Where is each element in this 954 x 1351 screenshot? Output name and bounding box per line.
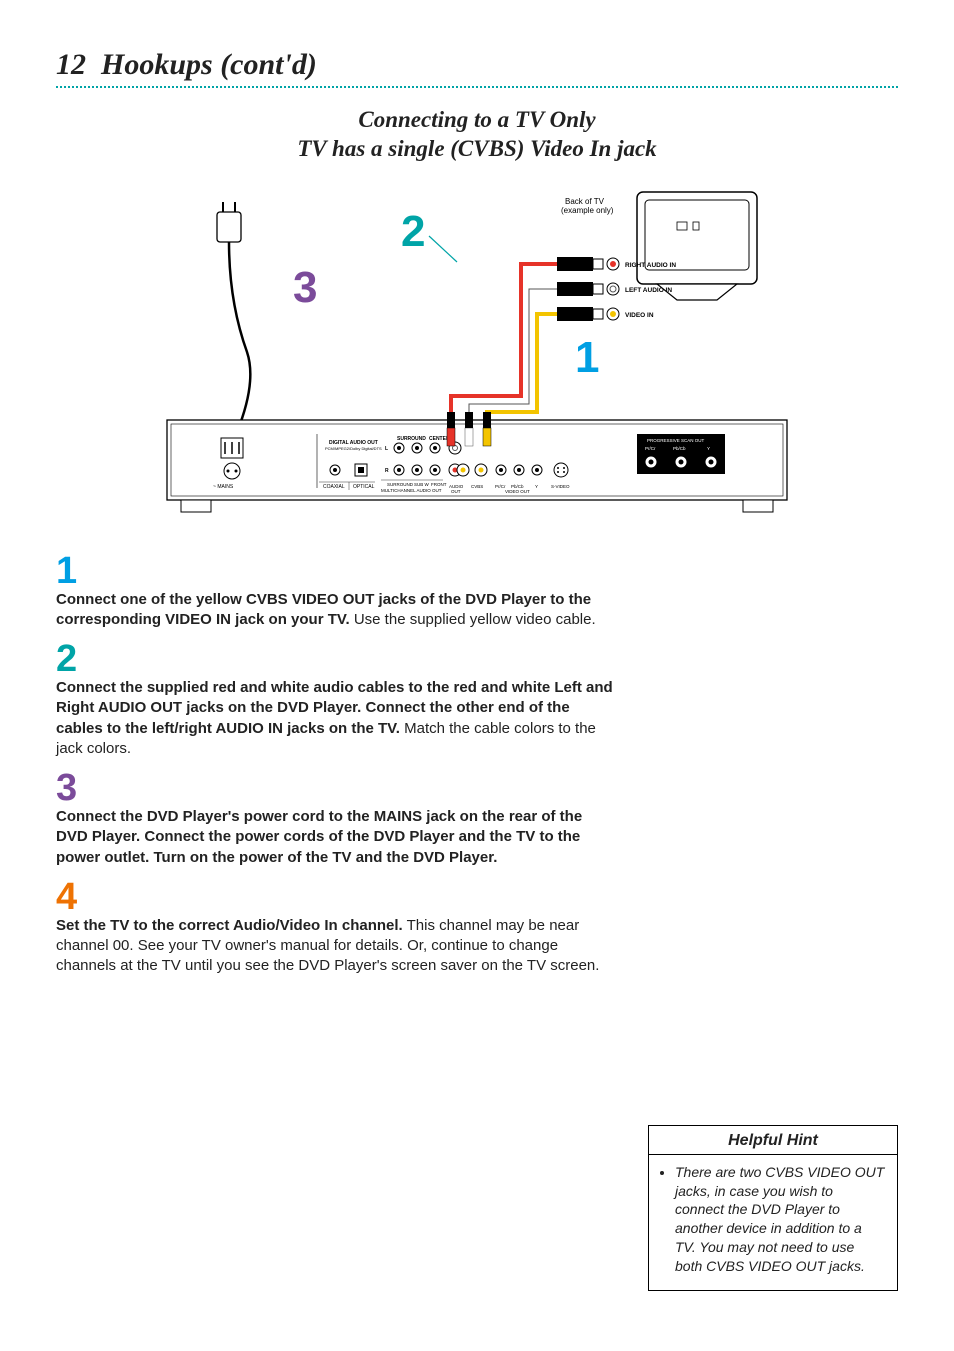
step-text: Connect the supplied red and white audio… <box>56 678 616 759</box>
coaxial-label: COAXIAL <box>323 484 345 490</box>
back-of-tv-label-2: (example only) <box>561 206 614 215</box>
step-text: Connect the DVD Player's power cord to t… <box>56 807 616 868</box>
subtitle-line-1: Connecting to a TV Only <box>56 106 898 135</box>
hint-body: There are two CVBS VIDEO OUT jacks, in c… <box>649 1155 897 1290</box>
callout-1: 1 <box>575 333 599 382</box>
power-plug-icon <box>217 202 250 452</box>
left-audio-in-label: LEFT AUDIO IN <box>625 287 672 294</box>
tv-jack-panel: RIGHT AUDIO IN LEFT AUDIO IN VIDEO IN <box>557 257 676 321</box>
video-in-label: VIDEO IN <box>625 312 654 319</box>
step-number: 1 <box>56 552 616 590</box>
step-text: Connect one of the yellow CVBS VIDEO OUT… <box>56 590 616 631</box>
svg-text:Pr/Cr: Pr/Cr <box>645 446 656 451</box>
step-3: 3 Connect the DVD Player's power cord to… <box>56 769 616 868</box>
callout-3: 3 <box>293 263 317 312</box>
step-text: Set the TV to the correct Audio/Video In… <box>56 916 616 977</box>
subw-label: SUB W <box>414 482 430 487</box>
dvd-rear-panel: ~ MAINS DIGITAL AUDIO OUT PCM/MPEG2/Dolb… <box>167 412 787 512</box>
back-of-tv-label-1: Back of TV <box>565 197 605 206</box>
surround2-label: SURROUND <box>387 482 414 487</box>
right-audio-in-label: RIGHT AUDIO IN <box>625 262 676 269</box>
tv-icon <box>637 192 757 300</box>
optical-label: OPTICAL <box>353 484 375 490</box>
dotted-rule <box>56 86 898 88</box>
surround-label: SURROUND <box>397 436 426 442</box>
page-header: 12 Hookups (cont'd) <box>56 48 898 82</box>
section-title: Hookups (cont'd) <box>101 48 317 81</box>
svideo-label: S-VIDEO <box>551 484 570 489</box>
mains-label: ~ MAINS <box>213 484 234 490</box>
diagram-svg: Back of TV (example only) RIGHT AUDIO IN… <box>157 182 797 522</box>
page-number: 12 <box>56 48 86 81</box>
callout-2-leader <box>429 236 457 262</box>
prog-scan-label: PROGRESSIVE SCAN OUT <box>647 438 705 443</box>
front-label: FRONT <box>431 482 447 487</box>
hint-bullet: There are two CVBS VIDEO OUT jacks, in c… <box>675 1163 885 1276</box>
y-label: Y <box>535 484 538 489</box>
video-out-label: VIDEO OUT <box>505 489 530 494</box>
step-number: 3 <box>56 769 616 807</box>
callout-2: 2 <box>401 207 425 256</box>
digital-audio-sub-label: PCM/MPEG2/Dolby Digital/DTS <box>325 446 382 451</box>
connection-diagram: Back of TV (example only) RIGHT AUDIO IN… <box>157 182 797 522</box>
step-number: 4 <box>56 878 616 916</box>
step-4: 4 Set the TV to the correct Audio/Video … <box>56 878 616 977</box>
subtitle-block: Connecting to a TV Only TV has a single … <box>56 106 898 164</box>
r-label: R <box>385 468 389 474</box>
subtitle-line-2: TV has a single (CVBS) Video In jack <box>56 135 898 164</box>
multichannel-label: MULTICHANNEL AUDIO OUT <box>381 488 442 493</box>
svg-text:Pb/Cb: Pb/Cb <box>673 446 686 451</box>
l-label: L <box>385 446 388 452</box>
step-1: 1 Connect one of the yellow CVBS VIDEO O… <box>56 552 616 631</box>
helpful-hint-box: Helpful Hint There are two CVBS VIDEO OU… <box>648 1125 898 1291</box>
step-number: 2 <box>56 640 616 678</box>
hint-title: Helpful Hint <box>649 1126 897 1155</box>
cvbs-label: CVBS <box>471 484 483 489</box>
steps-list: 1 Connect one of the yellow CVBS VIDEO O… <box>56 552 616 977</box>
svg-text:Y: Y <box>707 446 710 451</box>
svg-text:OUT: OUT <box>451 489 461 494</box>
step-2: 2 Connect the supplied red and white aud… <box>56 640 616 759</box>
